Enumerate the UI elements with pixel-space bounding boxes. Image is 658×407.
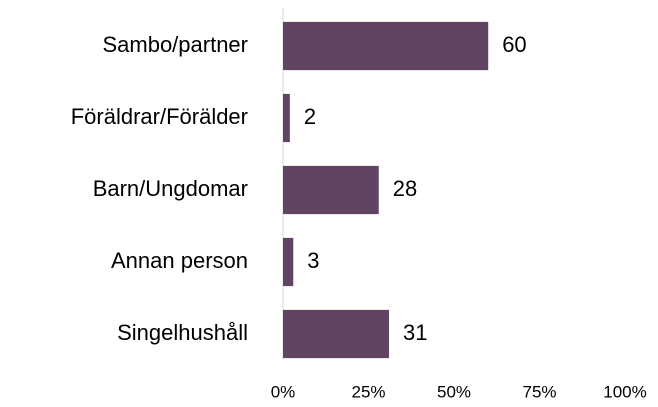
bar (283, 93, 290, 143)
y-tick-label: Singelhushåll (117, 320, 248, 345)
x-tick-label: 0% (271, 382, 296, 401)
value-label: 60 (502, 32, 526, 57)
value-label: 3 (307, 248, 319, 273)
value-label: 28 (393, 176, 417, 201)
bar (283, 237, 294, 287)
y-tick-label: Sambo/partner (102, 32, 248, 57)
x-tick-label: 100% (603, 382, 646, 401)
y-tick-label: Annan person (111, 248, 248, 273)
bar (283, 21, 489, 71)
bar (283, 309, 390, 359)
x-tick-label: 50% (437, 382, 471, 401)
value-label: 2 (304, 104, 316, 129)
x-tick-label: 75% (522, 382, 556, 401)
x-tick-label: 25% (351, 382, 385, 401)
y-tick-label: Föräldrar/Förälder (71, 104, 248, 129)
bar (283, 165, 379, 215)
y-tick-label: Barn/Ungdomar (93, 176, 248, 201)
value-label: 31 (403, 320, 427, 345)
